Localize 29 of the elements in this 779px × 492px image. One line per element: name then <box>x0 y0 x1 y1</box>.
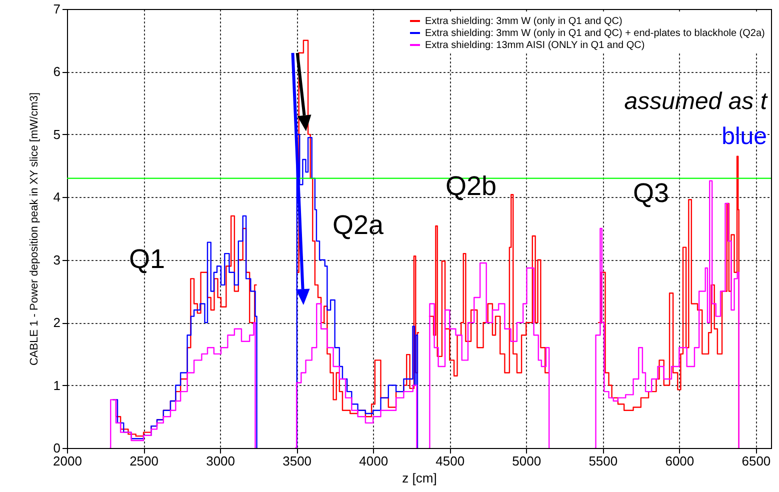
y-tick-label: 5 <box>53 126 60 142</box>
y-tick-label: 1 <box>53 378 60 393</box>
y-tick-label: 2 <box>53 315 60 330</box>
legend-label: Extra shielding: 3mm W (only in Q1 and QC) <box>425 16 622 27</box>
x-tick-label: 5500 <box>588 454 618 468</box>
annotation: Q1 <box>128 244 166 274</box>
y-tick-label: 3 <box>53 252 60 268</box>
x-axis-title: z [cm] <box>402 470 437 486</box>
y-tick-label: 4 <box>53 190 60 205</box>
y-tick-label: 7 <box>53 2 60 16</box>
annotation: assumed as t <box>624 88 768 115</box>
x-tick-label: 6500 <box>742 454 771 468</box>
x-tick-label: 4000 <box>359 454 388 468</box>
annotation: blue <box>722 123 767 150</box>
y-axis-title: CABLE 1 - Power deposition peak in XY slice [mW/cm3] <box>28 92 40 366</box>
legend-label: Extra shielding: 3mm W (only in Q1 and QC) + end-plates to blackhole (Q2a) <box>425 28 765 39</box>
annotation: Q2a <box>332 210 384 240</box>
x-tick-label: 4500 <box>436 454 465 468</box>
y-tick-label: 6 <box>53 64 60 80</box>
annotation: Q3 <box>632 178 670 208</box>
x-tick-label: 3500 <box>282 454 312 468</box>
y-tick-label: 0 <box>53 440 60 456</box>
x-tick-label: 2500 <box>130 454 158 468</box>
legend-label: Extra shielding: 13mm AISI (ONLY in Q1 and QC) <box>425 40 645 51</box>
x-tick-label: 2000 <box>53 454 82 468</box>
annotation: Q2b <box>445 171 497 201</box>
x-tick-label: 3000 <box>206 454 236 468</box>
x-tick-label: 5000 <box>512 454 542 468</box>
x-tick-label: 6000 <box>665 454 694 468</box>
